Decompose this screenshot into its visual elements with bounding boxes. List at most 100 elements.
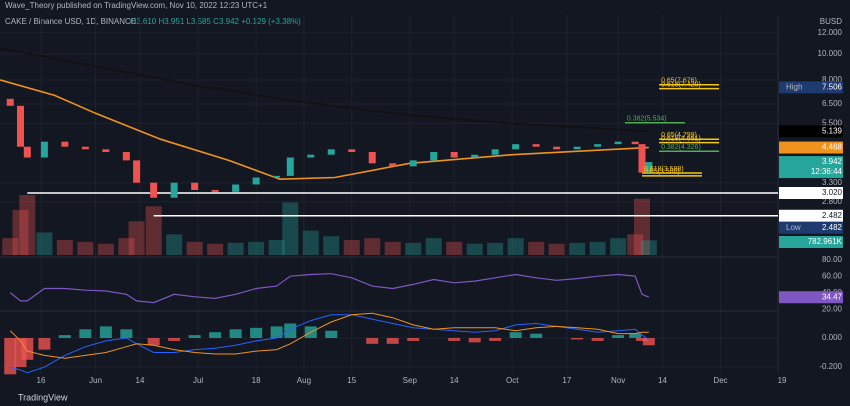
candle-body [532, 144, 540, 147]
macd-hist-bar [448, 338, 461, 341]
macd-hist-bar [21, 338, 34, 360]
macd-hist-bar [366, 338, 379, 344]
volume-bar [569, 242, 586, 255]
candle-body [286, 157, 294, 176]
candle-body [638, 144, 646, 173]
x-tick-label: 17 [562, 376, 571, 385]
volume-bar [548, 243, 565, 255]
price-tag [779, 141, 843, 154]
level-label: 2.482 [822, 211, 843, 220]
moving-average [0, 79, 649, 181]
signal-line [9, 312, 649, 359]
candle-body [553, 146, 561, 150]
macd-hist-bar [147, 338, 160, 346]
low-tag [779, 221, 843, 234]
volume-bar [384, 241, 401, 255]
x-tick-label: 15 [347, 376, 356, 385]
candle-body [191, 182, 199, 190]
y-tick-label: 2.800 [822, 197, 843, 206]
x-tick-label: Jun [89, 376, 102, 385]
candle-body [409, 160, 417, 167]
macd-hist-bar [229, 329, 242, 339]
macd-hist-bar [386, 338, 399, 344]
macd-tick-label: 0.000 [822, 333, 843, 342]
volume-tag [779, 236, 843, 248]
macd-hist-bar [591, 338, 604, 341]
x-tick-label: Oct [506, 376, 519, 385]
volume-bar [207, 243, 224, 255]
macd-hist-bar [99, 326, 112, 339]
candle-body [16, 105, 24, 147]
candle-body [211, 189, 219, 192]
chart-title: CAKE / Binance USD, 1D, BINANCE [5, 17, 136, 26]
macd-hist-bar [168, 338, 181, 341]
volume-bar [19, 195, 36, 255]
volume-bar [56, 240, 73, 255]
volume-bar [2, 238, 19, 255]
y-tick-label: 3.300 [822, 178, 843, 187]
candle-body [40, 141, 48, 158]
volume-bar [610, 238, 627, 255]
rsi-tick-label: 80.00 [822, 255, 843, 264]
macd-hist-bar [284, 323, 297, 339]
y-tick-label: 6.500 [822, 99, 843, 108]
candle-body [631, 141, 639, 145]
high-value: 7.506 [822, 82, 843, 91]
macd-hist-bar [489, 338, 502, 341]
price-tag-text: 5.139 [822, 126, 843, 135]
volume-bar [507, 238, 524, 255]
volume-bar [589, 241, 606, 255]
x-tick-label: Dec [713, 376, 727, 385]
macd-hist-bar [642, 338, 655, 346]
volume-bar [466, 243, 483, 255]
y-tick-label: 10.000 [818, 49, 843, 58]
volume-bar [227, 242, 244, 255]
fib-label: 0.618(7.420) [661, 82, 701, 89]
volume-bar [282, 202, 299, 255]
x-tick-label: 18 [252, 376, 261, 385]
candle-body [307, 154, 315, 158]
volume-bar [405, 242, 422, 255]
volume-bar [97, 243, 114, 255]
volume-bar [145, 206, 162, 255]
y-label: BUSD [820, 17, 842, 26]
low-value: 2.482 [822, 223, 843, 232]
macd-hist-bar [509, 332, 522, 339]
price-tag-text: 4.468 [822, 143, 843, 152]
macd-hist-bar [79, 329, 92, 339]
candle-body [6, 98, 14, 106]
close-value: 3.942 [822, 157, 843, 166]
candle-body [594, 144, 602, 147]
rsi-tag [779, 291, 843, 304]
candle-body [327, 149, 335, 155]
x-tick-label: Jul [193, 376, 203, 385]
volume-bar [487, 242, 504, 255]
candle-body [573, 146, 581, 150]
candle-body [133, 160, 141, 183]
volume-bar [425, 238, 442, 255]
x-tick-label: 19 [778, 376, 787, 385]
candle-body [348, 149, 356, 152]
macd-hist-bar [530, 333, 543, 339]
fib-label: 0.65(3.500) [644, 169, 680, 176]
macd-hist-bar [58, 335, 71, 339]
volume-bar [528, 241, 545, 255]
volume-bar [343, 240, 360, 255]
x-tick-label: 16 [37, 376, 46, 385]
macd-hist-bar [629, 333, 642, 339]
candle-body [389, 163, 397, 167]
candle-body [368, 151, 376, 164]
candle-body [450, 151, 458, 158]
volume-bar [12, 210, 29, 255]
rsi-line [9, 273, 650, 304]
volume-bar [627, 234, 644, 255]
candle-body [122, 151, 130, 161]
plot [0, 15, 778, 375]
price-tag [779, 125, 843, 138]
volume-bar [77, 241, 94, 255]
candle-body [645, 162, 653, 173]
candle-body [471, 154, 479, 158]
header: Wave_Theory published on TradingView.com… [5, 1, 268, 10]
footer-bar [0, 390, 850, 406]
ohlc: O3.610 H3.951 L3.585 C3.942 +0.129 (+3.3… [130, 17, 301, 26]
